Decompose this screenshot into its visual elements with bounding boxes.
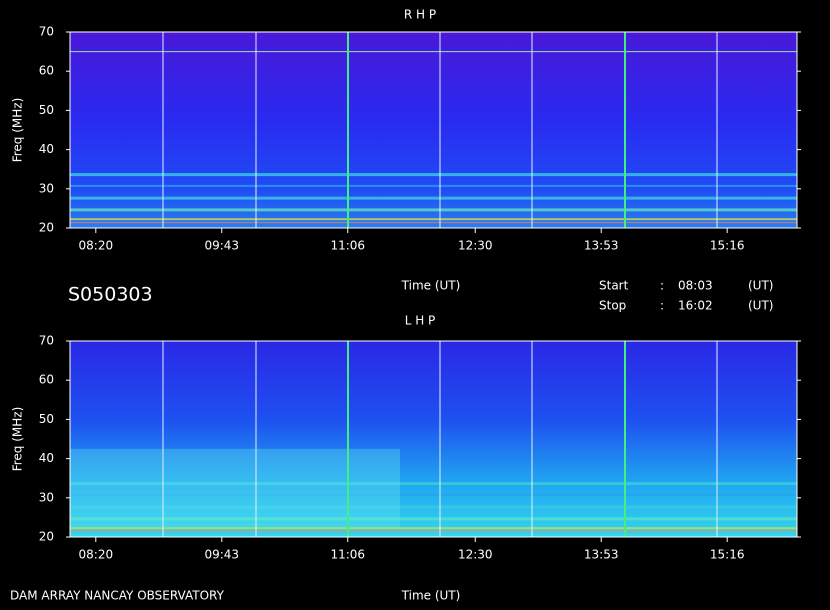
start-time: 08:03 [678, 279, 713, 293]
y-tick-label: 40 [39, 451, 54, 465]
x-axis-label: Time (UT) [401, 279, 461, 293]
x-tick-label: 12:30 [458, 239, 493, 253]
footer: DAM ARRAY NANCAY OBSERVATORY [10, 589, 225, 603]
y-tick-label: 70 [39, 25, 54, 39]
emission-band [70, 218, 797, 221]
y-tick-label: 20 [39, 221, 54, 235]
panel-title: R H P [404, 8, 436, 22]
separator: : [660, 299, 664, 313]
stop-time: 16:02 [678, 299, 713, 313]
emission-band [70, 517, 797, 521]
emission-band [70, 173, 797, 177]
x-tick-label: 08:20 [79, 548, 114, 562]
unit: (UT) [748, 299, 773, 313]
x-tick-label: 12:30 [458, 548, 493, 562]
separator: : [660, 279, 664, 293]
y-tick-label: 40 [39, 142, 54, 156]
x-tick-label: 08:20 [79, 239, 114, 253]
y-tick-label: 30 [39, 181, 54, 195]
y-tick-label: 30 [39, 490, 54, 504]
y-axis-label: Freq (MHz) [11, 407, 25, 472]
x-tick-label: 11:06 [330, 548, 365, 562]
y-tick-label: 70 [39, 334, 54, 348]
plot-frame [69, 31, 798, 229]
start-label: Start [599, 279, 629, 293]
x-tick-label: 15:16 [710, 239, 745, 253]
emission-band [70, 196, 797, 200]
session-id: S050303 [68, 284, 153, 306]
panel-title: L H P [405, 314, 436, 328]
emission-haze [70, 448, 400, 528]
spectrogram [70, 32, 797, 228]
emission-band [70, 222, 797, 224]
x-axis-label: Time (UT) [401, 589, 461, 603]
y-tick-label: 50 [39, 412, 54, 426]
y-tick-label: 60 [39, 64, 54, 78]
x-tick-label: 13:53 [584, 239, 619, 253]
emission-band [70, 531, 797, 533]
unit: (UT) [748, 279, 773, 293]
emission-band [70, 208, 797, 212]
x-tick-label: 11:06 [330, 239, 365, 253]
emission-band [70, 482, 797, 486]
x-tick-label: 09:43 [204, 548, 239, 562]
y-axis-label: Freq (MHz) [11, 98, 25, 163]
x-tick-label: 13:53 [584, 548, 619, 562]
emission-band [70, 527, 797, 530]
y-tick-label: 50 [39, 103, 54, 117]
plot-frame [69, 340, 798, 538]
y-tick-label: 60 [39, 373, 54, 387]
emission-band [70, 493, 797, 496]
stop-label: Stop [599, 299, 626, 313]
emission-band [70, 184, 797, 187]
emission-band [70, 505, 797, 509]
x-tick-label: 15:16 [710, 548, 745, 562]
spectrogram [70, 341, 797, 537]
x-tick-label: 09:43 [204, 239, 239, 253]
y-tick-label: 20 [39, 530, 54, 544]
